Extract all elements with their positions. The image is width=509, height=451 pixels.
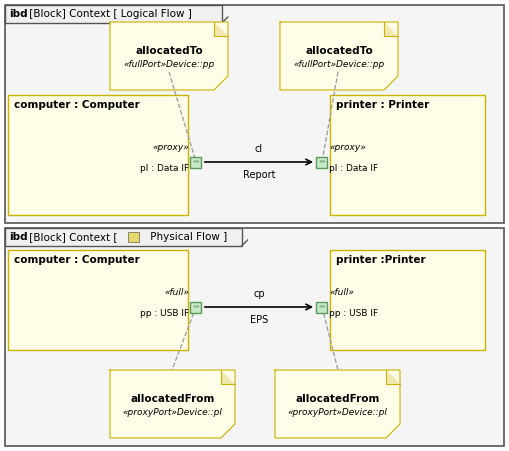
Text: allocatedTo: allocatedTo — [135, 46, 203, 55]
Text: «»: «» — [318, 160, 326, 165]
Text: «»: «» — [192, 304, 200, 309]
Bar — [5, 228, 504, 446]
Text: pl : Data IF: pl : Data IF — [140, 164, 189, 173]
Bar — [317, 302, 327, 313]
Text: ibd: ibd — [9, 9, 27, 19]
Polygon shape — [384, 22, 398, 36]
Text: «fullPort»Device::pp: «fullPort»Device::pp — [123, 60, 215, 69]
Text: pp : USB IF: pp : USB IF — [140, 309, 189, 318]
Polygon shape — [110, 22, 228, 90]
Text: [Block] Context [: [Block] Context [ — [26, 232, 118, 242]
Text: Physical Flow ]: Physical Flow ] — [147, 232, 227, 242]
Text: pl : Data IF: pl : Data IF — [329, 164, 378, 173]
Text: [Block] Context [ Logical Flow ]: [Block] Context [ Logical Flow ] — [26, 9, 192, 19]
Bar — [190, 302, 202, 313]
Bar — [330, 95, 485, 215]
Text: «full»: «full» — [164, 288, 189, 297]
Text: computer : Computer: computer : Computer — [14, 255, 140, 265]
Text: «proxyPort»Device::pl: «proxyPort»Device::pl — [123, 408, 222, 417]
Polygon shape — [280, 22, 398, 90]
Bar — [5, 5, 504, 223]
Bar — [190, 156, 202, 167]
Text: cl: cl — [255, 144, 263, 154]
Text: «proxyPort»Device::pl: «proxyPort»Device::pl — [288, 408, 387, 417]
Bar — [317, 156, 327, 167]
Text: «»: «» — [318, 304, 326, 309]
Text: «»: «» — [192, 160, 200, 165]
Bar — [5, 228, 242, 246]
Text: cp: cp — [253, 289, 265, 299]
Text: Report: Report — [243, 170, 275, 180]
Bar — [8, 95, 188, 215]
Polygon shape — [275, 370, 400, 438]
Polygon shape — [386, 370, 400, 384]
Bar — [5, 5, 222, 23]
Bar — [330, 250, 485, 350]
Text: allocatedFrom: allocatedFrom — [130, 394, 215, 404]
Text: «proxy»: «proxy» — [152, 143, 189, 152]
Text: allocatedFrom: allocatedFrom — [295, 394, 380, 404]
Text: «full»: «full» — [329, 288, 354, 297]
Polygon shape — [221, 370, 235, 384]
Text: printer : Printer: printer : Printer — [336, 100, 429, 110]
Text: allocatedTo: allocatedTo — [305, 46, 373, 55]
Text: computer : Computer: computer : Computer — [14, 100, 140, 110]
Text: EPS: EPS — [250, 315, 268, 325]
Text: «fullPort»Device::pp: «fullPort»Device::pp — [293, 60, 385, 69]
Text: pp : USB IF: pp : USB IF — [329, 309, 378, 318]
Polygon shape — [110, 370, 235, 438]
Polygon shape — [214, 22, 228, 36]
Bar — [8, 250, 188, 350]
Text: printer :Printer: printer :Printer — [336, 255, 426, 265]
Text: «proxy»: «proxy» — [329, 143, 366, 152]
Bar — [128, 232, 139, 242]
Text: ibd: ibd — [9, 232, 27, 242]
